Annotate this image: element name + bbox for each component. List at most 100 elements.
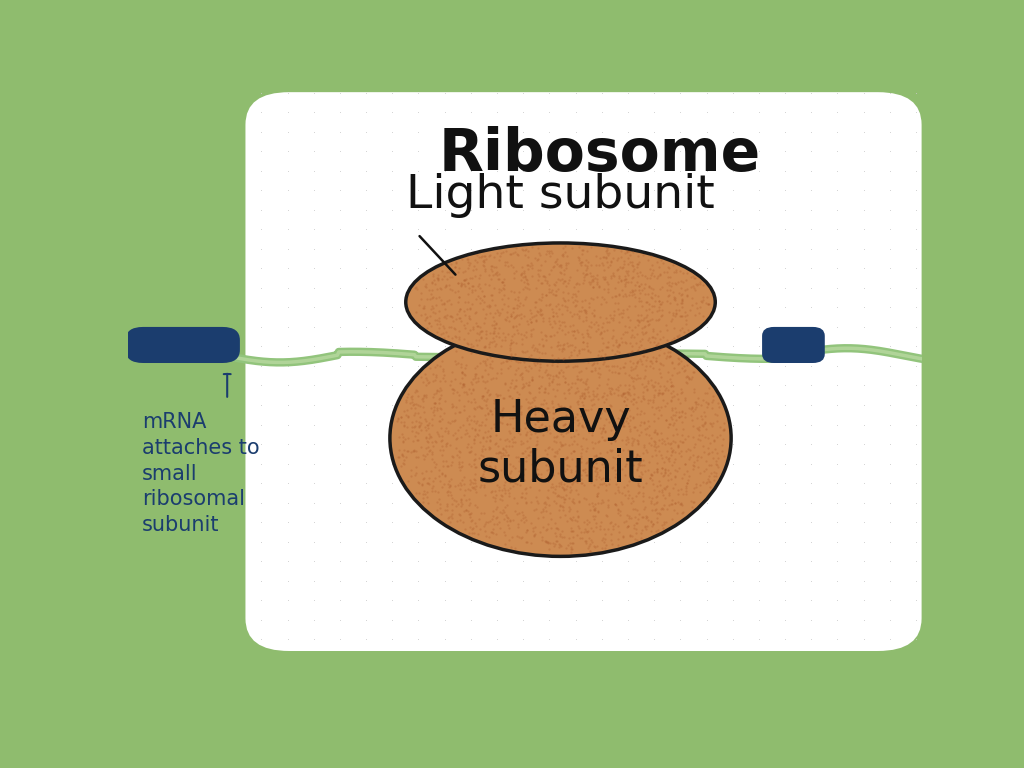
Point [566, 325, 583, 337]
Point [507, 505, 523, 518]
Point [566, 300, 583, 312]
Point [494, 508, 510, 520]
Point [428, 292, 444, 304]
Point [508, 242, 524, 254]
Point [580, 353, 596, 366]
Point [475, 341, 492, 353]
Point [544, 458, 560, 471]
Point [439, 505, 456, 517]
Point [638, 512, 654, 525]
Point [537, 386, 553, 399]
Point [456, 404, 472, 416]
Point [515, 244, 531, 257]
Point [598, 339, 614, 352]
Point [507, 311, 523, 323]
Point [552, 352, 568, 364]
Point [415, 376, 431, 389]
Point [532, 379, 549, 392]
Point [678, 482, 694, 494]
Point [556, 338, 572, 350]
Point [417, 314, 433, 326]
Point [495, 326, 511, 339]
Point [409, 386, 425, 398]
Point [505, 436, 521, 449]
Point [571, 389, 588, 402]
Point [500, 350, 516, 362]
Point [519, 524, 536, 536]
Point [499, 355, 515, 367]
Point [642, 472, 658, 484]
Point [614, 389, 631, 401]
Point [456, 333, 472, 346]
Point [626, 432, 642, 445]
Point [486, 402, 503, 415]
Point [428, 436, 444, 449]
Point [457, 273, 473, 286]
Point [612, 274, 629, 286]
Point [428, 369, 444, 382]
Point [640, 253, 656, 266]
Point [444, 512, 461, 525]
Point [568, 460, 585, 472]
Point [555, 439, 571, 451]
Point [522, 260, 539, 272]
Point [545, 261, 561, 273]
Point [490, 406, 507, 418]
Point [670, 488, 686, 501]
Point [518, 282, 535, 294]
Point [584, 259, 600, 271]
Point [529, 495, 546, 508]
Point [644, 473, 660, 485]
Point [655, 266, 672, 278]
Point [673, 289, 689, 301]
Point [532, 358, 549, 370]
Point [451, 290, 467, 303]
Point [684, 414, 700, 426]
Point [652, 372, 669, 384]
Point [595, 389, 611, 402]
Point [641, 280, 657, 293]
Point [516, 483, 532, 495]
Point [651, 475, 668, 488]
Point [629, 448, 645, 460]
Point [613, 336, 630, 348]
Point [565, 352, 582, 364]
Point [686, 438, 702, 450]
Point [598, 479, 614, 492]
Point [593, 326, 609, 339]
Point [614, 415, 631, 427]
Point [579, 403, 595, 415]
Point [436, 281, 453, 293]
Point [625, 260, 641, 273]
Point [556, 338, 572, 350]
Point [400, 388, 417, 400]
Point [580, 327, 596, 339]
Point [502, 339, 518, 352]
Point [418, 281, 434, 293]
Point [554, 499, 570, 511]
Point [517, 243, 534, 256]
Point [674, 294, 690, 306]
Point [493, 452, 509, 465]
Point [640, 415, 656, 428]
Point [518, 326, 535, 339]
Point [656, 456, 673, 468]
Point [642, 263, 658, 275]
Point [635, 249, 651, 261]
Point [474, 389, 490, 402]
Point [645, 264, 662, 276]
Point [615, 328, 632, 340]
Point [408, 430, 424, 442]
Point [628, 450, 644, 462]
Point [409, 433, 425, 445]
Point [643, 515, 659, 527]
Point [641, 318, 657, 330]
Point [532, 423, 549, 435]
Point [536, 394, 552, 406]
Point [493, 492, 509, 505]
Point [513, 270, 529, 282]
Point [540, 402, 556, 414]
Point [505, 480, 521, 492]
Point [518, 495, 535, 508]
Point [454, 456, 470, 468]
